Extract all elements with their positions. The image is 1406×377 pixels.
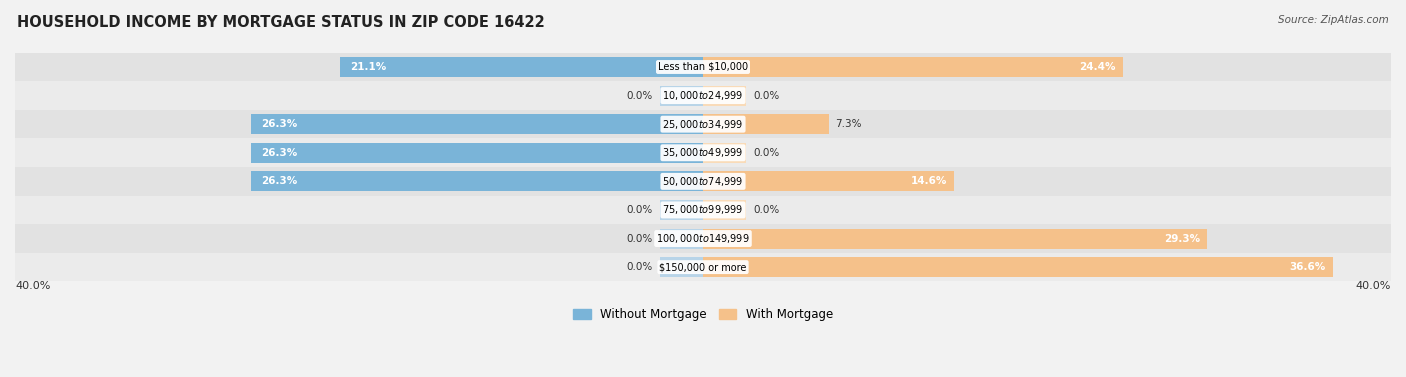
Bar (15, 253, 1391, 281)
Bar (250, 114, 703, 134)
Text: 40.0%: 40.0% (15, 281, 51, 291)
Text: 0.0%: 0.0% (752, 205, 779, 215)
Bar (15, 196, 1391, 224)
Bar (703, 172, 955, 192)
Bar (703, 200, 747, 220)
Text: 0.0%: 0.0% (752, 90, 779, 101)
Text: HOUSEHOLD INCOME BY MORTGAGE STATUS IN ZIP CODE 16422: HOUSEHOLD INCOME BY MORTGAGE STATUS IN Z… (17, 15, 544, 30)
Text: 26.3%: 26.3% (262, 148, 297, 158)
Legend: Without Mortgage, With Mortgage: Without Mortgage, With Mortgage (568, 303, 838, 326)
Text: 26.3%: 26.3% (262, 119, 297, 129)
Text: 0.0%: 0.0% (627, 90, 654, 101)
Text: Less than $10,000: Less than $10,000 (658, 62, 748, 72)
Text: 14.6%: 14.6% (911, 176, 948, 186)
Text: 7.3%: 7.3% (835, 119, 862, 129)
Bar (703, 86, 747, 106)
Bar (659, 228, 703, 248)
Bar (659, 86, 703, 106)
Text: 0.0%: 0.0% (752, 148, 779, 158)
Text: $150,000 or more: $150,000 or more (659, 262, 747, 272)
Text: 0.0%: 0.0% (627, 233, 654, 244)
Bar (15, 138, 1391, 167)
Bar (703, 228, 1206, 248)
Bar (15, 167, 1391, 196)
Bar (703, 114, 828, 134)
Text: 24.4%: 24.4% (1080, 62, 1116, 72)
Bar (250, 143, 703, 163)
Text: $100,000 to $149,999: $100,000 to $149,999 (657, 232, 749, 245)
Bar (703, 143, 747, 163)
Bar (659, 200, 703, 220)
Bar (15, 110, 1391, 138)
Bar (15, 224, 1391, 253)
Text: 36.6%: 36.6% (1289, 262, 1326, 272)
Text: 29.3%: 29.3% (1164, 233, 1201, 244)
Text: $35,000 to $49,999: $35,000 to $49,999 (662, 146, 744, 159)
Bar (15, 53, 1391, 81)
Bar (703, 57, 1122, 77)
Text: $75,000 to $99,999: $75,000 to $99,999 (662, 204, 744, 216)
Text: 0.0%: 0.0% (627, 205, 654, 215)
Bar (703, 257, 1333, 277)
Text: $25,000 to $34,999: $25,000 to $34,999 (662, 118, 744, 131)
Text: 26.3%: 26.3% (262, 176, 297, 186)
Bar (250, 172, 703, 192)
Text: 40.0%: 40.0% (1355, 281, 1391, 291)
Text: 0.0%: 0.0% (627, 262, 654, 272)
Bar (659, 257, 703, 277)
Bar (340, 57, 703, 77)
Bar (15, 81, 1391, 110)
Text: Source: ZipAtlas.com: Source: ZipAtlas.com (1278, 15, 1389, 25)
Text: $10,000 to $24,999: $10,000 to $24,999 (662, 89, 744, 102)
Text: 21.1%: 21.1% (350, 62, 387, 72)
Text: $50,000 to $74,999: $50,000 to $74,999 (662, 175, 744, 188)
